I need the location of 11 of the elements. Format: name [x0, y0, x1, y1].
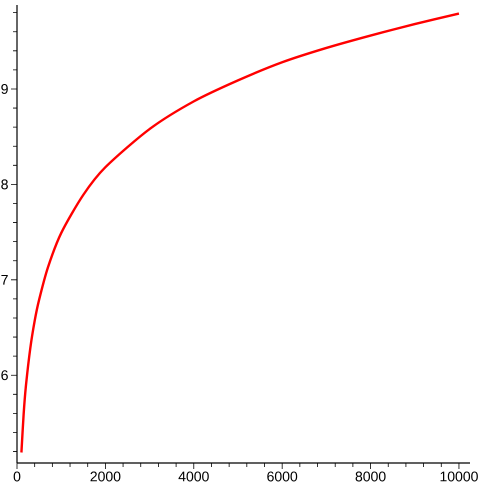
x-tick-label: 0	[14, 472, 20, 482]
x-tick-label: 8000	[356, 472, 386, 482]
line-series	[20, 12, 460, 454]
y-tick-label: 6	[1, 370, 8, 380]
x-tick-label: 10000	[440, 472, 478, 482]
x-tick-label: 4000	[178, 472, 209, 482]
x-tick-label: 6000	[267, 472, 298, 482]
y-tick-label: 9	[1, 84, 8, 94]
y-tick-label: 7	[1, 274, 8, 285]
y-tick-label: 8	[1, 179, 8, 190]
x-tick-label: 2000	[90, 472, 120, 482]
